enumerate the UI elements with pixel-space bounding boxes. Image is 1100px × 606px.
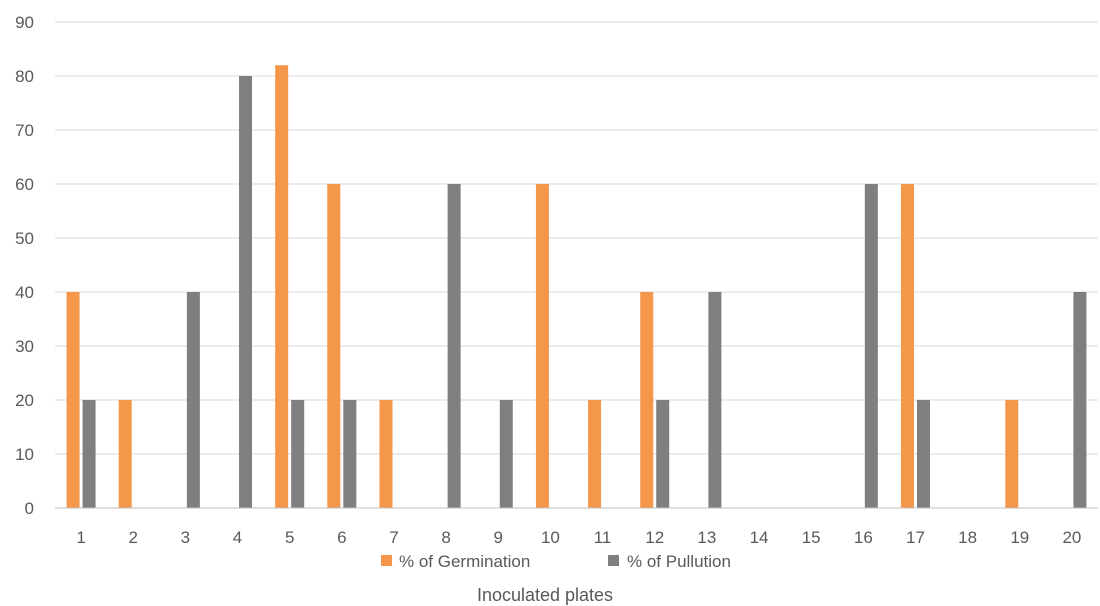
y-tick-label: 10 <box>15 445 34 464</box>
x-tick-label: 5 <box>285 528 294 547</box>
x-tick-label: 20 <box>1062 528 1081 547</box>
x-tick-label: 3 <box>181 528 190 547</box>
x-tick-label: 4 <box>233 528 242 547</box>
bar-germination <box>379 400 393 508</box>
bar-germination <box>535 184 549 508</box>
y-axis-tick-labels: 0 10 20 30 40 50 60 70 80 90 <box>15 13 34 518</box>
x-tick-label: 7 <box>389 528 398 547</box>
bar-pullution <box>186 292 200 508</box>
legend: % of Germination % of Pullution <box>381 552 731 571</box>
x-tick-label: 11 <box>594 528 612 547</box>
legend-swatch-germination <box>381 555 392 566</box>
bar-germination <box>1005 400 1019 508</box>
gridlines <box>55 21 1098 455</box>
bar-pullution <box>82 400 96 508</box>
legend-label-germination: % of Germination <box>399 552 530 571</box>
bar-pullution <box>656 400 670 508</box>
y-tick-label: 30 <box>15 337 34 356</box>
bar-germination <box>588 400 602 508</box>
bar-pullution <box>1073 292 1087 508</box>
bar-pullution <box>499 400 513 508</box>
bar-pullution <box>239 76 253 508</box>
bar-pullution <box>864 184 878 508</box>
x-axis-tick-labels: 1 2 3 4 5 6 7 8 9 10 11 12 13 14 15 16 17 18 19 20 <box>76 528 1081 547</box>
bar-germination <box>275 65 289 508</box>
bars <box>66 65 1087 508</box>
x-tick-label: 15 <box>802 528 821 547</box>
legend-swatch-pullution <box>608 555 619 566</box>
bar-pullution <box>447 184 461 508</box>
y-tick-label: 80 <box>15 67 34 86</box>
y-tick-label: 90 <box>15 13 34 32</box>
y-tick-label: 70 <box>15 121 34 140</box>
y-tick-label: 60 <box>15 175 34 194</box>
x-tick-label: 10 <box>541 528 560 547</box>
x-tick-label: 6 <box>337 528 346 547</box>
y-tick-label: 20 <box>15 391 34 410</box>
x-tick-label: 13 <box>697 528 716 547</box>
x-tick-label: 12 <box>645 528 664 547</box>
x-tick-label: 17 <box>906 528 925 547</box>
x-tick-label: 2 <box>128 528 137 547</box>
y-tick-label: 0 <box>25 499 34 518</box>
bar-germination <box>118 400 132 508</box>
bar-germination <box>640 292 654 508</box>
bar-pullution <box>916 400 930 508</box>
bar-pullution <box>291 400 305 508</box>
x-tick-label: 19 <box>1010 528 1029 547</box>
x-tick-label: 18 <box>958 528 977 547</box>
legend-label-pullution: % of Pullution <box>627 552 731 571</box>
x-tick-label: 14 <box>750 528 769 547</box>
x-tick-label: 1 <box>76 528 85 547</box>
x-tick-label: 9 <box>494 528 503 547</box>
x-tick-label: 8 <box>441 528 450 547</box>
x-axis-title: Inoculated plates <box>477 585 613 605</box>
x-tick-label: 16 <box>854 528 873 547</box>
bar-pullution <box>343 400 357 508</box>
bar-germination <box>327 184 341 508</box>
y-tick-label: 40 <box>15 283 34 302</box>
y-tick-label: 50 <box>15 229 34 248</box>
bar-germination <box>66 292 80 508</box>
bar-pullution <box>708 292 722 508</box>
bar-germination <box>900 184 914 508</box>
